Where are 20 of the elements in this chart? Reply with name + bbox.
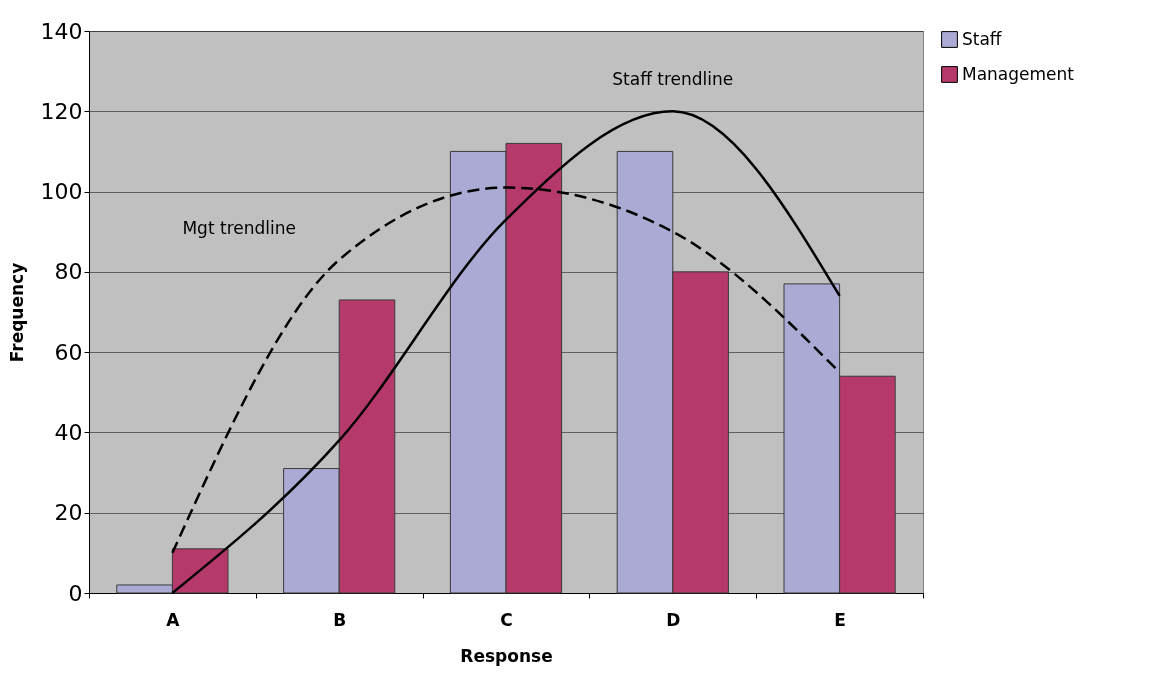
y-tick-label: 80 — [54, 259, 83, 285]
legend-label: Staff — [962, 28, 1003, 49]
y-tick-label: 60 — [54, 339, 83, 365]
legend-label: Management — [962, 63, 1075, 84]
y-tick-label: 120 — [40, 98, 83, 124]
x-axis-title: Response — [460, 645, 553, 666]
y-tick-label: 40 — [54, 419, 83, 445]
y-axis-title: Frequency — [6, 262, 27, 363]
x-tick-label: E — [834, 609, 846, 630]
y-tick-label: 140 — [40, 18, 83, 44]
y-tick-label: 20 — [54, 500, 83, 526]
x-tick-label: D — [666, 609, 681, 630]
x-tick-label: B — [333, 609, 347, 630]
series-label: Staff trendline — [612, 69, 734, 90]
text: Mgt trendline — [182, 217, 296, 238]
y-tick-label: 100 — [40, 179, 83, 205]
y-tick-label: 0 — [68, 580, 83, 606]
x-tick-label: C — [500, 609, 513, 630]
x-tick-label: A — [166, 609, 181, 630]
line-series — [171, 110, 841, 595]
